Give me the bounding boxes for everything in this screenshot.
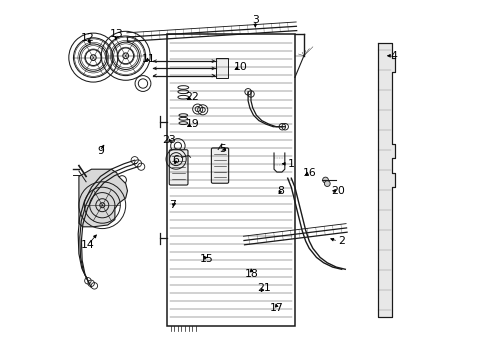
Text: 22: 22 (185, 92, 199, 102)
Text: 6: 6 (172, 155, 179, 165)
Circle shape (324, 181, 329, 186)
Text: 2: 2 (338, 236, 345, 246)
Text: 7: 7 (169, 200, 176, 210)
Text: 3: 3 (251, 15, 258, 25)
FancyBboxPatch shape (211, 148, 228, 183)
Text: 13: 13 (110, 29, 123, 39)
Text: 10: 10 (233, 62, 247, 72)
Bar (167, 34, 294, 326)
Text: 17: 17 (269, 303, 283, 313)
Text: 8: 8 (277, 186, 284, 196)
Bar (215, 58, 228, 78)
Text: 11: 11 (142, 54, 156, 64)
Text: 5: 5 (219, 144, 226, 154)
Text: 19: 19 (185, 119, 199, 129)
Polygon shape (79, 169, 127, 227)
Text: 15: 15 (200, 254, 213, 264)
Text: 4: 4 (389, 51, 397, 61)
Text: 9: 9 (97, 146, 104, 156)
Text: 16: 16 (302, 168, 316, 178)
Text: 14: 14 (81, 240, 95, 250)
Text: 21: 21 (257, 283, 271, 293)
Text: 18: 18 (244, 269, 258, 279)
Text: 1: 1 (287, 159, 294, 169)
Polygon shape (377, 43, 394, 317)
Text: 12: 12 (81, 33, 95, 43)
Text: 20: 20 (330, 186, 345, 196)
Text: 23: 23 (162, 135, 175, 145)
Circle shape (322, 177, 328, 183)
FancyBboxPatch shape (169, 150, 187, 185)
